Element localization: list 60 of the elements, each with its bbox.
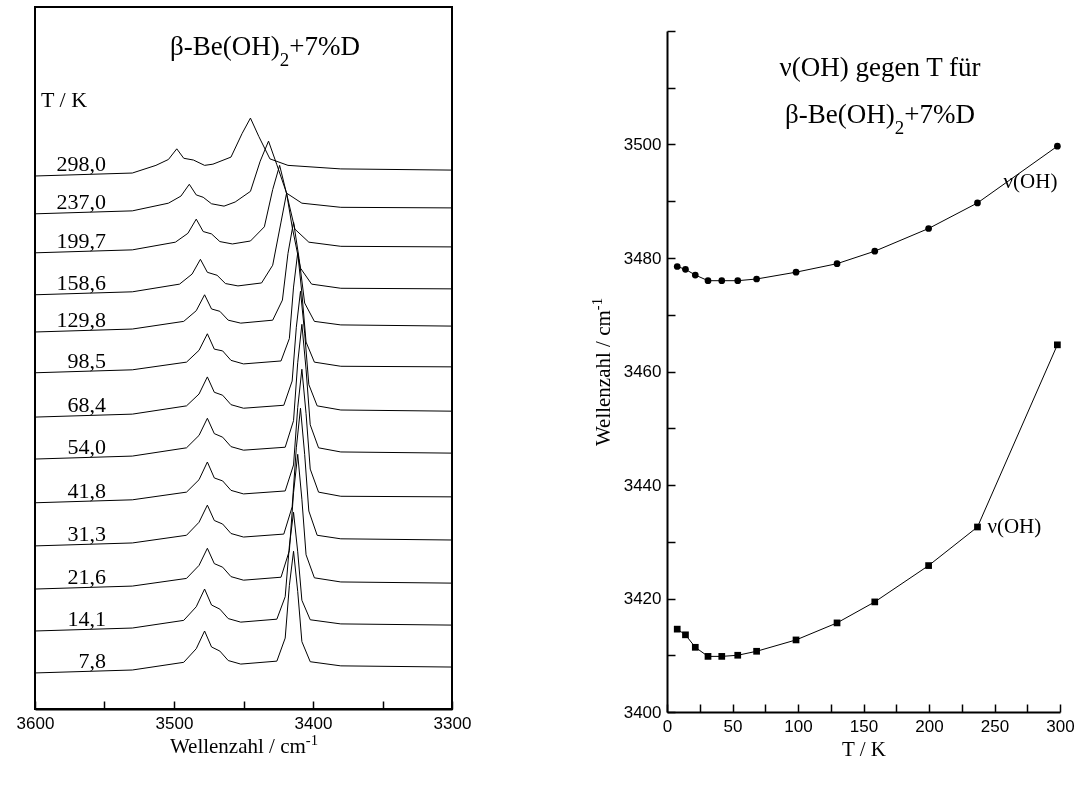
- x-tick-label: 250: [980, 716, 1010, 736]
- point: [682, 266, 689, 273]
- x-tick-label: 50: [723, 716, 743, 736]
- y-tick-label: 3440: [623, 475, 662, 495]
- series-label: 68,4: [67, 392, 106, 418]
- x-tick-label: 200: [915, 716, 944, 736]
- point: [753, 275, 760, 283]
- point: [734, 651, 742, 659]
- series-label: ν(OH): [987, 513, 1042, 538]
- point: [682, 631, 689, 639]
- point: [925, 225, 932, 232]
- series-label: 31,3: [67, 520, 106, 546]
- series-label: 41,8: [67, 477, 106, 503]
- point: [704, 277, 712, 285]
- point: [753, 647, 760, 655]
- point: [673, 625, 681, 633]
- y-tick-label: 3460: [623, 362, 662, 381]
- point: [691, 271, 699, 279]
- series-label: 158,6: [56, 269, 106, 295]
- point: [871, 247, 879, 255]
- point: [1054, 341, 1061, 349]
- x-tick-label: 3400: [294, 713, 333, 733]
- series-label: ν(OH): [1003, 169, 1058, 194]
- y-tick-label: 3480: [623, 248, 662, 268]
- point: [691, 643, 699, 651]
- point: [718, 277, 726, 285]
- point: [704, 653, 712, 660]
- text: ν(OH) gegen T für β-Be(OH)$_{2}$+7%D: [779, 52, 981, 138]
- x-tick-label: 0: [662, 716, 673, 736]
- series-label: 298,0: [56, 151, 106, 176]
- point: [792, 268, 800, 276]
- x-tick-label: 150: [849, 716, 879, 736]
- x-tick-label: 100: [784, 716, 813, 736]
- series-label: 129,8: [56, 307, 106, 332]
- point: [925, 562, 932, 569]
- point: [833, 260, 841, 268]
- point: [974, 523, 981, 531]
- series-label: 21,6: [67, 564, 106, 590]
- point: [718, 653, 726, 660]
- point: [871, 598, 879, 606]
- x-tick-label: 3300: [433, 713, 472, 733]
- series-label: 98,5: [67, 347, 106, 373]
- point: [1054, 142, 1061, 150]
- point: [734, 277, 742, 285]
- series-label: 7,8: [78, 647, 106, 673]
- y-tick-label: 3420: [623, 589, 662, 608]
- series-label: 199,7: [56, 227, 106, 253]
- x-axis-title: Wellenzahl / cm$^{-1}$: [169, 731, 319, 758]
- x-axis-title: T / K: [842, 736, 886, 761]
- chart-title: β-Be(OH)$_{2}$+7%D: [170, 31, 360, 70]
- point: [974, 199, 981, 207]
- x-tick-label: 3600: [16, 713, 55, 733]
- x-tick-label: 3500: [155, 713, 194, 733]
- series-label: 14,1: [67, 606, 106, 631]
- series-label: 54,0: [67, 434, 106, 460]
- point: [673, 263, 681, 270]
- series-label: 237,0: [56, 188, 106, 214]
- x-tick-label: 300: [1046, 716, 1075, 736]
- y-tick-label: 3500: [623, 135, 662, 154]
- text: T / K: [41, 87, 88, 112]
